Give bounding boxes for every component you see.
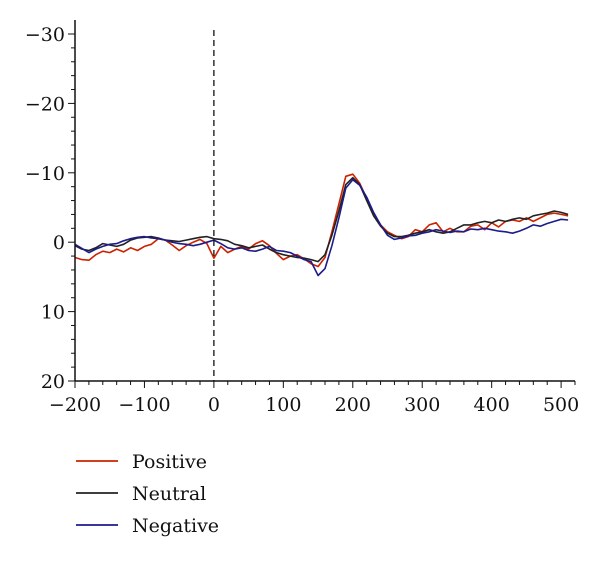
x-tick-label: 500 [543,394,579,416]
legend-label-positive: Positive [132,451,207,473]
y-tick-label: 0 [53,232,65,254]
y-tick-label: −20 [25,93,65,115]
y-tick-label: 10 [41,302,65,324]
series-line-neutral [74,176,569,263]
y-tick-label: −30 [25,24,65,46]
plot-lines [74,173,569,277]
legend: Positive Neutral Negative [76,451,219,537]
x-tick-label: −200 [49,394,101,416]
x-tick-label: 300 [404,394,440,416]
x-tick-label: 200 [335,394,371,416]
legend-label-neutral: Neutral [132,483,206,505]
series-line-negative [74,178,569,277]
x-tick-label: 400 [474,394,510,416]
y-tick-label: 20 [41,371,65,393]
x-tick-label: −100 [118,394,170,416]
x-tick-label: 100 [265,394,301,416]
series-line-positive [74,173,569,268]
axes [68,20,576,388]
legend-label-negative: Negative [132,515,219,537]
y-tick-label: −10 [25,163,65,185]
x-tick-label: 0 [208,394,220,416]
